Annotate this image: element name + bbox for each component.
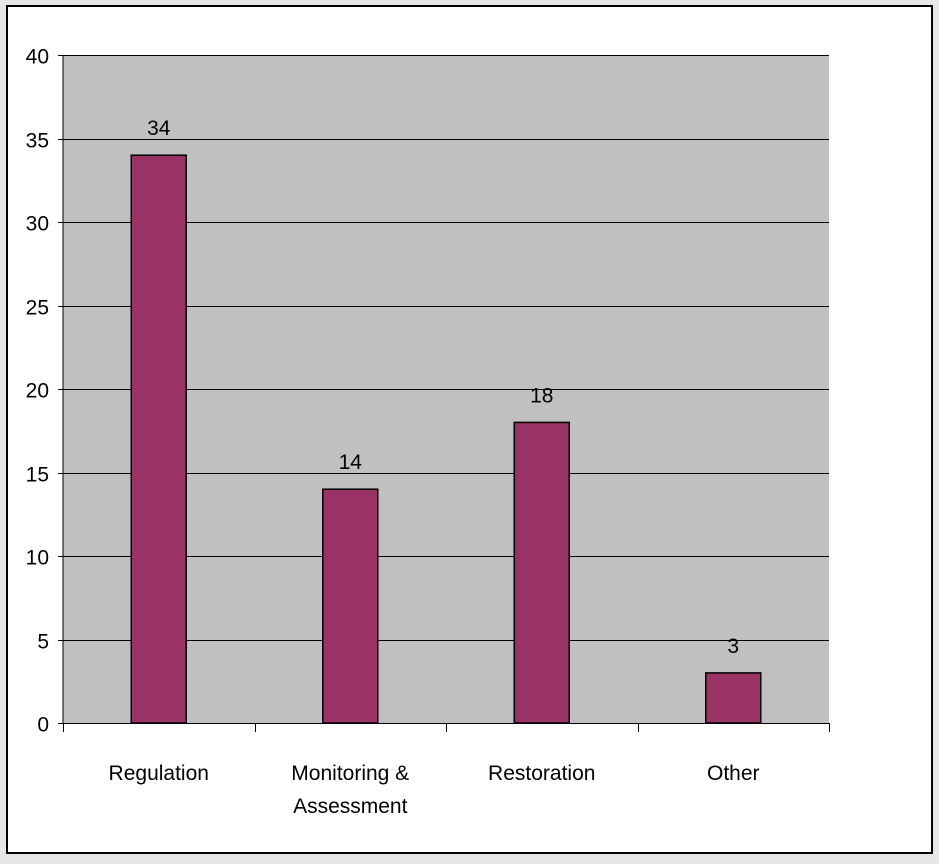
y-tick-label: 35 xyxy=(26,130,49,153)
x-tick-label: Other xyxy=(707,762,760,785)
data-label: 34 xyxy=(147,117,171,140)
bars xyxy=(130,154,762,724)
y-tick-label: 0 xyxy=(37,714,49,737)
bar xyxy=(705,672,762,724)
data-labels: 34 14 18 3 xyxy=(147,117,739,658)
x-tick-label: Assessment xyxy=(293,795,408,818)
y-tick-label: 40 xyxy=(26,46,49,69)
y-tick-label: 25 xyxy=(26,297,49,320)
data-label: 14 xyxy=(339,451,363,474)
bar xyxy=(513,421,570,724)
y-axis-ticks: 0 5 10 15 20 25 30 35 40 xyxy=(26,46,63,737)
y-tick-label: 20 xyxy=(26,380,49,403)
y-tick-label: 15 xyxy=(26,464,49,487)
y-tick-label: 5 xyxy=(37,631,49,654)
bar xyxy=(322,488,379,724)
x-tick-label: Restoration xyxy=(488,762,595,785)
y-tick-label: 30 xyxy=(26,213,49,236)
x-tick-label: Monitoring & xyxy=(291,762,409,785)
bar xyxy=(130,154,187,724)
x-axis-ticks: Regulation Monitoring & Assessment Restorat… xyxy=(63,723,830,818)
x-tick-label: Regulation xyxy=(109,762,209,785)
data-label: 3 xyxy=(727,635,739,658)
y-tick-label: 10 xyxy=(26,547,49,570)
data-label: 18 xyxy=(530,384,553,407)
gridlines xyxy=(63,55,829,641)
